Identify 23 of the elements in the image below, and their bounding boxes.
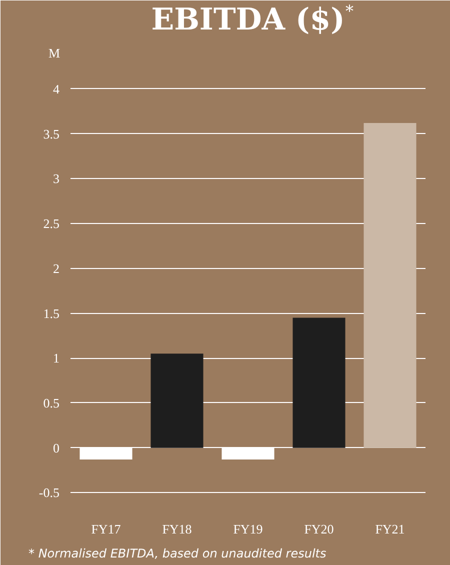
y-tick-label: 2: [53, 260, 60, 276]
y-tick-label: 1.5: [43, 306, 60, 321]
bar: [222, 448, 274, 460]
bar: [150, 354, 204, 448]
bar: [292, 318, 346, 448]
y-tick-label: 4: [53, 81, 60, 96]
y-tick-label: 2.5: [43, 216, 60, 232]
chart-title: EBITDA ($)*: [151, 2, 354, 38]
x-tick-label: FY19: [233, 522, 263, 536]
bar: [364, 123, 416, 448]
y-tick-label: 1: [53, 350, 60, 366]
y-tick-label: 0: [53, 440, 60, 456]
y-tick-label: 3: [53, 171, 60, 186]
y-tick-label: -0.5: [38, 485, 60, 500]
y-tick-label: 3.5: [43, 126, 60, 142]
x-tick-label: FY18: [162, 522, 192, 536]
x-tick-label: FY17: [91, 522, 122, 536]
x-tick-label: FY20: [304, 522, 334, 536]
y-tick-label: 0.5: [43, 396, 60, 410]
bar: [80, 448, 132, 460]
y-axis-title: M: [48, 46, 60, 60]
x-tick-label: FY21: [375, 522, 405, 536]
text: * Normalised EBITDA, based on unaudited results: [28, 546, 326, 560]
